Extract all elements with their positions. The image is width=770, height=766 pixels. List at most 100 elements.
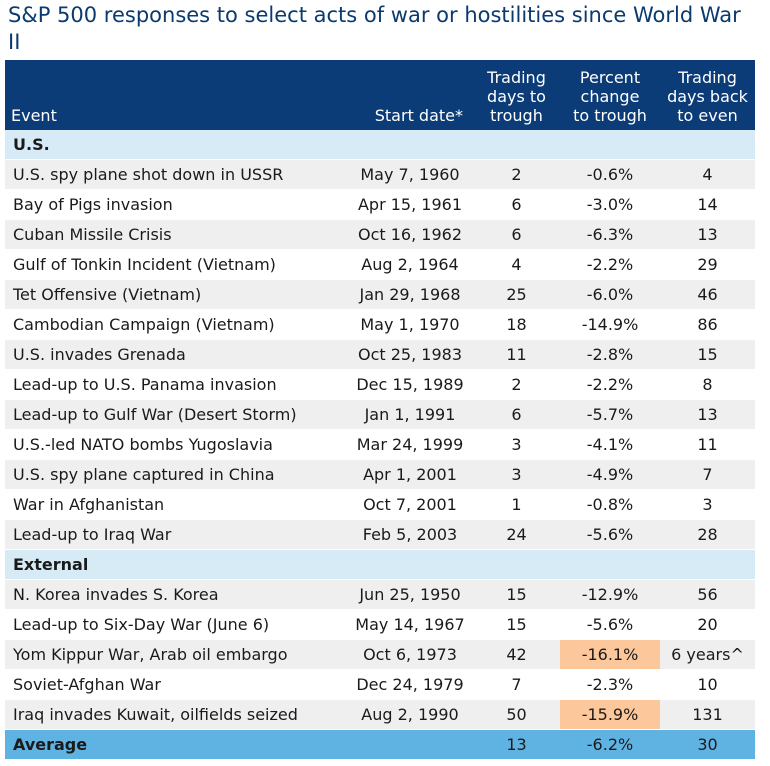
header-line: Percent [579,68,641,87]
event-cell: Lead-up to Iraq War [5,519,347,550]
section-label: External [5,549,755,580]
header-line: to even [677,106,738,125]
table-row: Cambodian Campaign (Vietnam) May 1, 1970 1… [5,309,755,340]
average-days-to-trough: 13 [473,729,560,760]
start-date-cell: Jan 1, 1991 [347,399,473,430]
table-row: Bay of Pigs invasion Apr 15, 1961 6 -3.0% 14 [5,189,755,220]
event-cell: N. Korea invades S. Korea [5,579,347,610]
start-date-cell: Jun 25, 1950 [347,579,473,610]
table-row: U.S. invades Grenada Oct 25, 1983 11 -2.8% 1… [5,339,755,370]
start-date-cell: May 1, 1970 [347,309,473,340]
table-row: U.S.-led NATO bombs Yugoslavia Mar 24, 19… [5,429,755,460]
days-to-trough-cell: 6 [473,189,560,220]
percent-change-cell: -4.1% [560,429,660,460]
days-back-cell: 15 [660,339,755,370]
days-back-cell: 10 [660,669,755,700]
percent-change-cell: -14.9% [560,309,660,340]
header-line: Trading [487,68,546,87]
percent-change-cell: -4.9% [560,459,660,490]
percent-change-cell: -2.3% [560,669,660,700]
days-back-cell: 11 [660,429,755,460]
days-to-trough-cell: 15 [473,579,560,610]
event-cell: Cambodian Campaign (Vietnam) [5,309,347,340]
percent-change-cell: -12.9% [560,579,660,610]
average-label: Average [5,729,347,760]
header-line: trough [490,106,543,125]
days-to-trough-cell: 2 [473,159,560,190]
table-row: War in Afghanistan Oct 7, 2001 1 -0.8% 3 [5,489,755,520]
start-date-cell: Aug 2, 1964 [347,249,473,280]
header-days-to-trough: Trading days to trough [473,60,560,130]
days-back-cell: 4 [660,159,755,190]
table-body: U.S. U.S. spy plane shot down in USSR May … [5,130,755,760]
header-line: Trading [678,68,737,87]
percent-change-cell: -16.1% [560,639,660,670]
average-days-back: 30 [660,729,755,760]
header-percent-change: Percent change to trough [560,60,660,130]
event-cell: War in Afghanistan [5,489,347,520]
days-to-trough-cell: 1 [473,489,560,520]
header-line: change [580,87,640,106]
days-back-cell: 20 [660,609,755,640]
days-back-cell: 8 [660,369,755,400]
table-row: N. Korea invades S. Korea Jun 25, 1950 15-… [5,579,755,610]
start-date-cell: Mar 24, 1999 [347,429,473,460]
start-date-cell: May 7, 1960 [347,159,473,190]
event-cell: Cuban Missile Crisis [5,219,347,250]
header-start-date: Start date* [347,60,473,130]
table-row: Lead-up to U.S. Panama invasion Dec 15, 1… [5,369,755,400]
days-to-trough-cell: 25 [473,279,560,310]
event-cell: U.S. invades Grenada [5,339,347,370]
start-date-cell: Oct 7, 2001 [347,489,473,520]
table-row: Yom Kippur War, Arab oil embargo Oct 6, 1… [5,639,755,670]
start-date-cell: Feb 5, 2003 [347,519,473,550]
percent-change-cell: -5.6% [560,609,660,640]
days-back-cell: 13 [660,219,755,250]
start-date-cell: Jan 29, 1968 [347,279,473,310]
percent-change-cell: -6.3% [560,219,660,250]
days-back-cell: 6 years^ [660,639,755,670]
event-cell: U.S. spy plane captured in China [5,459,347,490]
percent-change-cell: -15.9% [560,699,660,730]
average-date [347,729,473,760]
header-event: Event [5,60,347,130]
section-row: U.S. [5,130,755,160]
start-date-cell: Apr 1, 2001 [347,459,473,490]
days-back-cell: 14 [660,189,755,220]
start-date-cell: May 14, 1967 [347,609,473,640]
header-line: days back [667,87,748,106]
percent-change-cell: -0.8% [560,489,660,520]
days-to-trough-cell: 3 [473,459,560,490]
percent-change-cell: -5.6% [560,519,660,550]
event-cell: U.S. spy plane shot down in USSR [5,159,347,190]
section-row: External [5,549,755,580]
average-row: Average 13 -6.2% 30 [5,729,755,760]
percent-change-cell: -3.0% [560,189,660,220]
days-to-trough-cell: 7 [473,669,560,700]
days-to-trough-cell: 11 [473,339,560,370]
start-date-cell: Oct 6, 1973 [347,639,473,670]
table-row: Lead-up to Gulf War (Desert Storm) Jan 1,… [5,399,755,430]
table-row: Cuban Missile Crisis Oct 16, 1962 6 -6.3% 13 [5,219,755,250]
event-cell: Yom Kippur War, Arab oil embargo [5,639,347,670]
header-line: days to [487,87,546,106]
start-date-cell: Oct 25, 1983 [347,339,473,370]
header-days-back: Trading days back to even [660,60,755,130]
event-cell: Bay of Pigs invasion [5,189,347,220]
event-cell: Gulf of Tonkin Incident (Vietnam) [5,249,347,280]
days-to-trough-cell: 50 [473,699,560,730]
event-cell: Tet Offensive (Vietnam) [5,279,347,310]
percent-change-cell: -2.8% [560,339,660,370]
table-row: Soviet-Afghan War Dec 24, 1979 7 -2.3% 10 [5,669,755,700]
percent-change-cell: -5.7% [560,399,660,430]
days-back-cell: 7 [660,459,755,490]
days-to-trough-cell: 2 [473,369,560,400]
event-cell: Lead-up to U.S. Panama invasion [5,369,347,400]
days-to-trough-cell: 4 [473,249,560,280]
start-date-cell: Aug 2, 1990 [347,699,473,730]
days-back-cell: 3 [660,489,755,520]
days-to-trough-cell: 24 [473,519,560,550]
percent-change-cell: -2.2% [560,369,660,400]
days-to-trough-cell: 6 [473,219,560,250]
days-back-cell: 29 [660,249,755,280]
